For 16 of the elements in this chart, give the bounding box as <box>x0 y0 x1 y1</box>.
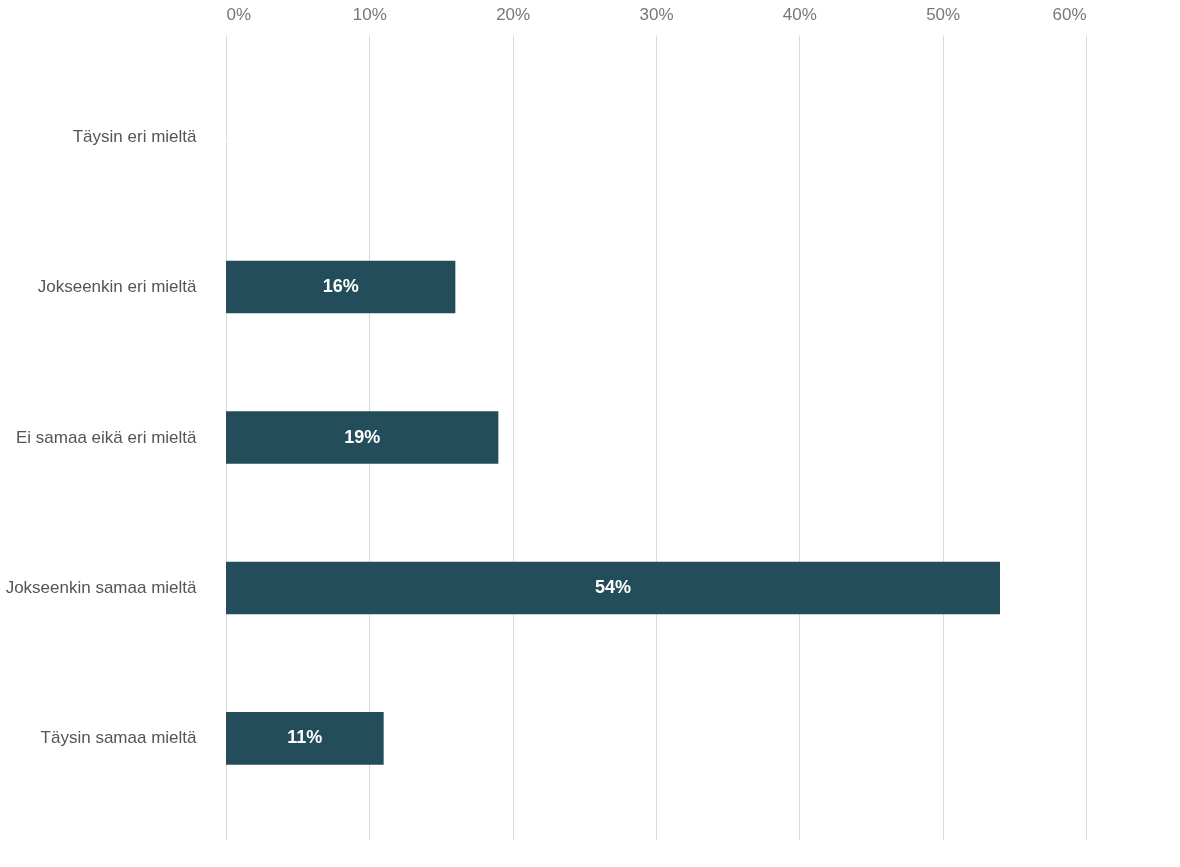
x-tick-label: 10% <box>352 4 387 24</box>
data-label: 19% <box>344 426 381 447</box>
y-tick-label: Jokseenkin samaa mieltä <box>5 577 198 597</box>
y-tick-label: Täysin eri mieltä <box>72 126 198 146</box>
data-label: 54% <box>594 576 632 597</box>
x-tick-label: 0% <box>226 4 252 24</box>
x-tick-label: 50% <box>926 4 961 24</box>
y-tick-label: Täysin samaa mieltä <box>40 728 198 748</box>
x-tick-label: 60% <box>1052 4 1087 24</box>
y-tick-label: Jokseenkin eri mieltä <box>37 277 198 297</box>
data-label: 16% <box>322 276 359 297</box>
x-tick-label: 40% <box>782 4 817 24</box>
y-tick-label: Ei samaa eikä eri mieltä <box>16 427 198 447</box>
data-label: 11% <box>287 727 323 748</box>
x-tick-label: 20% <box>496 4 531 24</box>
x-tick-label: 30% <box>639 4 674 24</box>
